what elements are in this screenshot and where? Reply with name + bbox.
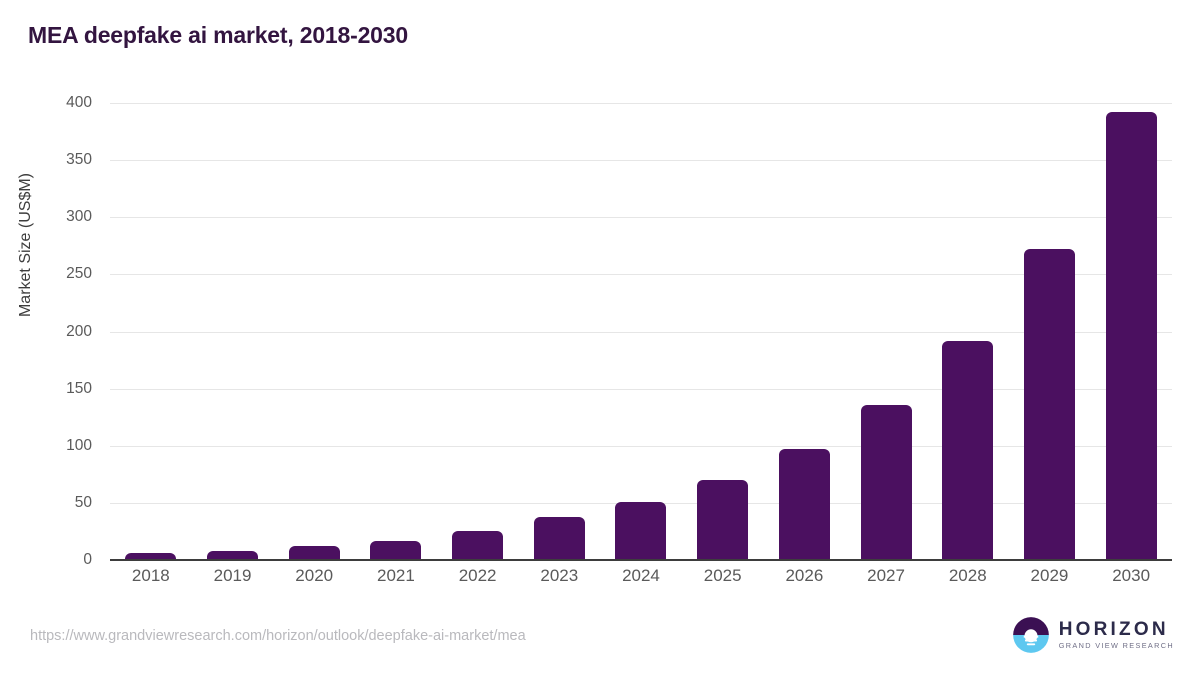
y-tick-label: 100: [66, 436, 92, 454]
bar[interactable]: [207, 550, 259, 560]
bar-slot: [110, 103, 192, 560]
bar-slot: [1009, 103, 1091, 560]
x-tick-label: 2022: [458, 566, 497, 585]
x-tick-label: 2028: [948, 566, 987, 585]
gridline: [110, 331, 1172, 333]
x-axis-tick-labels: 2018 2019 2020 2021 2022 2023 2024 2025 2026 2027…: [110, 566, 1172, 596]
bar[interactable]: [697, 480, 749, 560]
bar-slot: [927, 103, 1009, 560]
bar[interactable]: [125, 553, 177, 560]
bar[interactable]: [452, 531, 504, 560]
y-tick-label: 0: [83, 551, 92, 568]
bar[interactable]: [860, 404, 912, 560]
x-tick-label: 2019: [213, 566, 252, 585]
gridline: [110, 103, 1172, 104]
y-axis-tick-labels: 0 50 100 150 200 250 300 350 400: [22, 94, 92, 568]
bar[interactable]: [288, 546, 340, 560]
bar[interactable]: [615, 501, 667, 560]
gridline: [110, 274, 1172, 276]
bar[interactable]: [778, 449, 830, 560]
gridline: [110, 445, 1172, 447]
bar-slot: [518, 103, 600, 560]
bar[interactable]: [533, 516, 585, 560]
gridline: [110, 388, 1172, 390]
x-tick-label: 2024: [622, 566, 660, 585]
bar[interactable]: [942, 340, 994, 560]
bar-slot: [600, 103, 682, 560]
x-tick-label: 2021: [376, 566, 415, 585]
x-axis-line: [110, 559, 1172, 561]
x-tick-label: 2025: [703, 566, 742, 585]
bar-slot: [437, 103, 519, 560]
horizon-sun-circle-icon: [1012, 617, 1049, 653]
bar-slot: [355, 103, 437, 560]
bar-slot: [273, 103, 355, 560]
y-tick-label: 50: [74, 493, 92, 511]
y-tick-label: 300: [66, 208, 92, 226]
bar[interactable]: [1105, 112, 1157, 560]
bar[interactable]: [1023, 249, 1075, 560]
logo-text: HORIZON GRAND VIEW RESEARCH: [1059, 620, 1174, 650]
bar-slot: [192, 103, 274, 560]
logo-wordmark: HORIZON: [1058, 619, 1169, 641]
y-axis-title: Market Size (US$M): [17, 172, 34, 318]
y-tick-label: 350: [66, 151, 92, 169]
gridline: [110, 217, 1172, 219]
x-tick-label: 2018: [131, 566, 170, 585]
plot-area: [110, 103, 1172, 560]
x-tick-label: 2023: [540, 566, 579, 585]
y-tick-label: 250: [66, 265, 92, 283]
source-url[interactable]: https://www.grandviewresearch.com/horizo…: [30, 628, 526, 644]
horizon-logo[interactable]: HORIZON GRAND VIEW RESEARCH: [1012, 616, 1174, 654]
page-title: MEA deepfake ai market, 2018-2030: [28, 22, 408, 48]
x-tick-label: 2029: [1030, 566, 1069, 585]
bar-slot: [1090, 103, 1172, 560]
x-tick-label: 2027: [867, 566, 905, 585]
x-tick-label: 2030: [1112, 566, 1151, 585]
bar-slot: [764, 103, 846, 560]
y-tick-label: 400: [66, 94, 92, 111]
bar[interactable]: [370, 540, 422, 560]
x-tick-label: 2026: [785, 566, 824, 585]
y-tick-label: 200: [66, 322, 92, 340]
bar-slot: [682, 103, 764, 560]
gridline: [110, 160, 1172, 162]
y-tick-label: 150: [66, 379, 92, 397]
bar-slot: [845, 103, 927, 560]
x-tick-label: 2020: [295, 566, 334, 585]
logo-tagline: GRAND VIEW RESEARCH: [1058, 640, 1174, 650]
